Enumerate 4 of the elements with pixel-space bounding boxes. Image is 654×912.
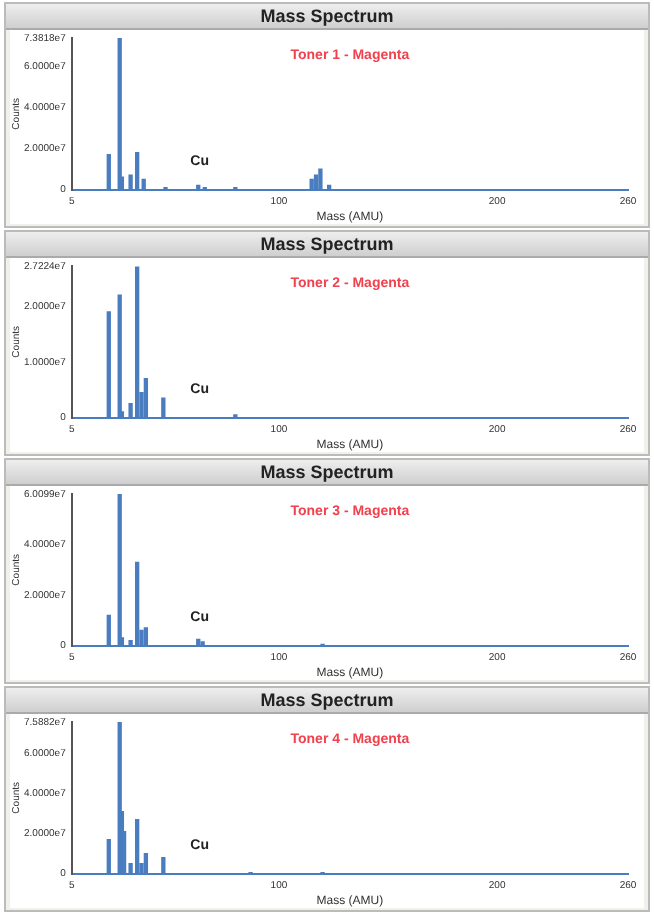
chart-title: Mass Spectrum (6, 232, 648, 258)
chart-title: Mass Spectrum (6, 4, 648, 30)
chart-title: Mass Spectrum (6, 688, 648, 714)
chart-title: Mass Spectrum (6, 460, 648, 486)
